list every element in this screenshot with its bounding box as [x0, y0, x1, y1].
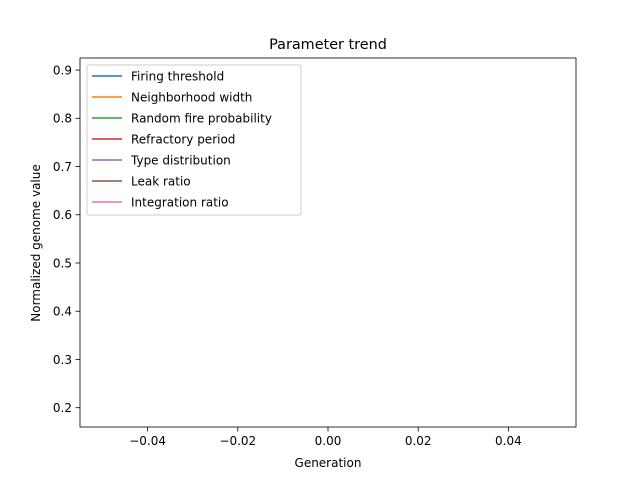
y-tick-label: 0.7	[53, 160, 72, 174]
legend-label: Refractory period	[131, 132, 235, 146]
legend: Firing threshold Neighborhood width Random…	[87, 65, 301, 215]
legend-label: Integration ratio	[131, 195, 229, 209]
y-tick-label: 0.8	[53, 112, 72, 126]
y-axis-label: Normalized genome value	[29, 164, 43, 321]
x-tick-label: 0.02	[405, 434, 432, 448]
chart-title: Parameter trend	[269, 37, 387, 53]
y-tick-label: 0.4	[53, 305, 72, 319]
legend-label: Firing threshold	[131, 69, 224, 83]
y-tick-label: 0.9	[53, 63, 72, 77]
x-tick-label: 0.00	[315, 434, 342, 448]
x-tick-label: −0.02	[219, 434, 256, 448]
x-axis-label: Generation	[295, 456, 362, 470]
legend-label: Random fire probability	[131, 111, 272, 125]
legend-label: Neighborhood width	[131, 90, 252, 104]
legend-label: Leak ratio	[131, 174, 191, 188]
y-tick-label: 0.5	[53, 256, 72, 270]
y-tick-label: 0.2	[53, 401, 72, 415]
y-tick-label: 0.6	[53, 208, 72, 222]
legend-label: Type distribution	[130, 153, 231, 167]
y-tick-label: 0.3	[53, 353, 72, 367]
x-tick-label: 0.04	[495, 434, 522, 448]
x-tick-label: −0.04	[129, 434, 166, 448]
